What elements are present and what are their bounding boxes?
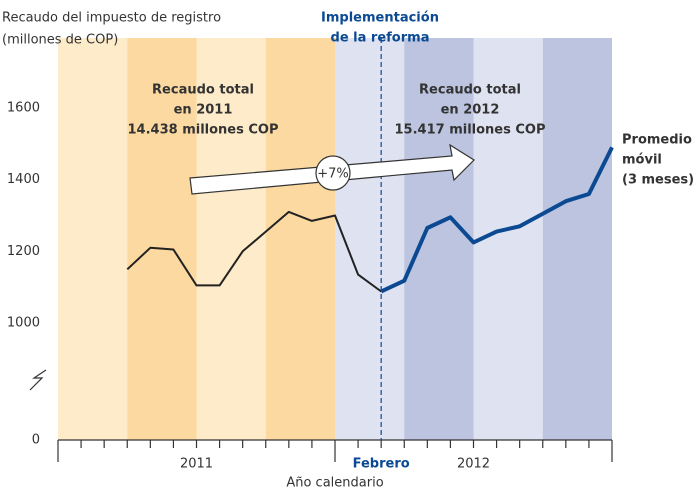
y-tick-label: 1600 [7, 101, 40, 116]
y-tick-label: 1200 [7, 244, 40, 259]
growth-circle [315, 155, 351, 191]
quarter-band [58, 38, 128, 440]
annotation: +7% [317, 167, 349, 182]
y-axis-label: (millones de COP) [2, 33, 118, 48]
annotation: 15.417 millones COP [395, 123, 546, 138]
annotation: Recaudo total [419, 83, 521, 98]
year-label: 2012 [457, 457, 490, 472]
annotation: Implementación [321, 11, 439, 26]
y-tick-label: 1000 [7, 316, 40, 331]
annotation: en 2012 [441, 103, 500, 118]
quarter-band [404, 38, 474, 440]
series-line [126, 210, 382, 293]
quarter-band [265, 38, 335, 440]
y-tick-label: 0 [32, 433, 40, 448]
series-line [380, 146, 614, 294]
axis-break [29, 369, 47, 391]
y-axis-label: Recaudo del impuesto de registro [2, 11, 221, 26]
x-tick-label: Febrero [353, 457, 410, 472]
x-axis-label: Año calendario [286, 476, 383, 491]
year-label: 2011 [180, 457, 213, 472]
quarter-band [196, 38, 266, 440]
legend-label: (3 meses) [622, 173, 694, 188]
annotation: 14.438 millones COP [128, 123, 279, 138]
legend-label: móvil [622, 153, 662, 168]
y-tick-label: 1400 [7, 172, 40, 187]
annotation: de la reforma [331, 31, 430, 46]
legend-label: Promedio [622, 133, 692, 148]
quarter-band [542, 38, 612, 440]
quarter-band [335, 38, 405, 440]
annotation: Recaudo total [152, 83, 254, 98]
annotation: en 2011 [174, 103, 233, 118]
quarter-band [127, 38, 197, 440]
